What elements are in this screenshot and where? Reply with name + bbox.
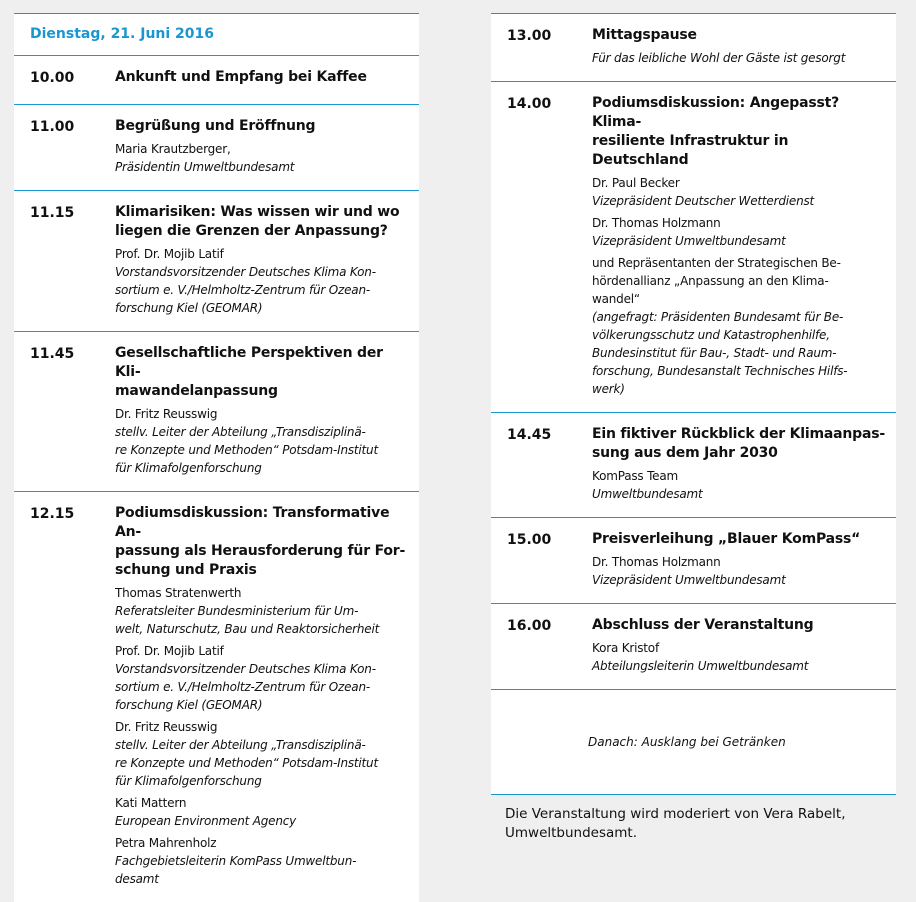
speaker-name: Dr. Thomas Holzmann [592,555,721,569]
session-title: Podiumsdiskussion: Transformative An- pa… [115,505,406,578]
closing-note: Danach: Ausklang bei Getränken [491,690,896,795]
speaker-name: Maria Krautzberger, [115,142,231,156]
speaker-name: Prof. Dr. Mojib Latif [115,247,224,261]
speaker-block: Thomas Stratenwerth Referatsleiter Bundes… [115,584,409,638]
speaker-block: Dr. Paul Becker Vizepräsident Deutscher W… [592,174,886,210]
session-title: Preisverleihung „Blauer KomPass“ [592,531,861,547]
schedule-row: 14.00 Podiumsdiskussion: Angepasst? Klima… [491,82,896,413]
speaker-block: Dr. Fritz Reusswig stellv. Leiter der Abt… [115,718,409,790]
speaker-block: Petra Mahrenholz Fachgebietsleiterin KomP… [115,834,409,888]
date-header: Dienstag, 21. Juni 2016 [14,14,419,56]
session-time: 11.00 [30,119,75,135]
schedule-row: 13.00 Mittagspause Für das leibliche Wohl … [491,14,896,82]
speaker-name: Petra Mahrenholz [115,836,217,850]
session-title: Mittagspause [592,27,697,43]
speaker-role: stellv. Leiter der Abteilung „Transdiszi… [115,738,378,788]
speaker-role: Fachgebietsleiterin KomPass Umweltbun- d… [115,854,357,886]
speaker-name: Dr. Thomas Holzmann [592,216,721,230]
schedule-row: 11.00 Begrüßung und Eröffnung Maria Krautz… [14,105,419,191]
speaker-role: (angefragt: Präsidenten Bundesamt für Be… [592,310,848,396]
speaker-role: Vizepräsident Deutscher Wetterdienst [592,194,815,208]
speaker-name: Dr. Fritz Reusswig [115,407,218,421]
speaker-block: Kora Kristof Abteilungsleiterin Umweltbun… [592,639,886,675]
schedule-row: 12.15 Podiumsdiskussion: Transformative A… [14,492,419,902]
session-body: Ein fiktiver Rückblick der Klimaanpas- s… [592,425,886,503]
session-time: 12.15 [30,506,75,522]
moderator-note: Die Veranstaltung wird moderiert von Ver… [505,806,846,841]
speaker-name: und Repräsentanten der Strategischen Be-… [592,256,841,306]
speaker-block: Maria Krautzberger, Präsidentin Umweltbun… [115,140,409,176]
session-title: Ein fiktiver Rückblick der Klimaanpas- s… [592,426,885,461]
speaker-block: Dr. Thomas Holzmann Vizepräsident Umweltb… [592,214,886,250]
speaker-name: Kora Kristof [592,641,659,655]
session-time: 11.15 [30,205,75,221]
session-body: Podiumsdiskussion: Transformative An- pa… [115,504,409,888]
speaker-name: Prof. Dr. Mojib Latif [115,644,224,658]
speaker-name: KomPass Team [592,469,678,483]
session-title: Abschluss der Veranstaltung [592,617,814,633]
session-body: Mittagspause Für das leibliche Wohl der G… [592,26,886,67]
session-time: 13.00 [507,28,552,44]
speaker-role: Vorstandsvorsitzender Deutsches Klima Ko… [115,662,376,712]
speaker-block: Prof. Dr. Mojib Latif Vorstandsvorsitzend… [115,245,409,317]
schedule-row: 16.00 Abschluss der Veranstaltung Kora Kri… [491,604,896,690]
session-time: 10.00 [30,70,75,86]
schedule-column-left: Dienstag, 21. Juni 2016 10.00 Ankunft und… [14,13,419,902]
session-title: Begrüßung und Eröffnung [115,118,316,134]
speaker-role: Umweltbundesamt [592,487,703,501]
session-title: Ankunft und Empfang bei Kaffee [115,69,367,85]
speaker-role: Referatsleiter Bundesministerium für Um-… [115,604,380,636]
speaker-name: Thomas Stratenwerth [115,586,242,600]
speaker-block: KomPass Team Umweltbundesamt [592,467,886,503]
session-body: Gesellschaftliche Perspektiven der Kli- … [115,344,409,477]
speaker-role: Vizepräsident Umweltbundesamt [592,234,786,248]
speaker-role: Präsidentin Umweltbundesamt [115,160,295,174]
session-title: Klimarisiken: Was wissen wir und wo lieg… [115,204,400,239]
session-body: Podiumsdiskussion: Angepasst? Klima- res… [592,94,886,398]
speaker-block: Prof. Dr. Mojib Latif Vorstandsvorsitzend… [115,642,409,714]
speaker-block: Dr. Fritz Reusswig stellv. Leiter der Abt… [115,405,409,477]
speaker-role: Abteilungsleiterin Umweltbundesamt [592,659,809,673]
session-title: Gesellschaftliche Perspektiven der Kli- … [115,345,383,399]
session-body: Klimarisiken: Was wissen wir und wo lieg… [115,203,409,317]
session-time: 11.45 [30,346,75,362]
session-body: Ankunft und Empfang bei Kaffee [115,68,409,87]
schedule-row: 11.15 Klimarisiken: Was wissen wir und wo… [14,191,419,332]
session-time: 14.45 [507,427,552,443]
speaker-role: European Environment Agency [115,814,297,828]
speaker-role: Vorstandsvorsitzender Deutsches Klima Ko… [115,265,376,315]
session-time: 15.00 [507,532,552,548]
session-body: Abschluss der Veranstaltung Kora Kristof A… [592,616,886,675]
schedule-row: 10.00 Ankunft und Empfang bei Kaffee [14,56,419,105]
speaker-block: und Repräsentanten der Strategischen Be-… [592,254,886,398]
session-title: Podiumsdiskussion: Angepasst? Klima- res… [592,95,840,168]
schedule-column-right: 13.00 Mittagspause Für das leibliche Wohl … [491,13,896,795]
speaker-block: Dr. Thomas Holzmann Vizepräsident Umweltb… [592,553,886,589]
speaker-block: Kati Mattern European Environment Agency [115,794,409,830]
speaker-role: stellv. Leiter der Abteilung „Transdiszi… [115,425,378,475]
speaker-name: Dr. Paul Becker [592,176,680,190]
session-body: Preisverleihung „Blauer KomPass“ Dr. Thom… [592,530,886,589]
session-time: 14.00 [507,96,552,112]
schedule-row: 15.00 Preisverleihung „Blauer KomPass“ Dr.… [491,518,896,604]
speaker-name: Kati Mattern [115,796,187,810]
speaker-name: Dr. Fritz Reusswig [115,720,218,734]
speaker-role: Für das leibliche Wohl der Gäste ist ges… [592,51,846,65]
schedule-row: 14.45 Ein fiktiver Rückblick der Klimaanp… [491,413,896,518]
speaker-block: Für das leibliche Wohl der Gäste ist ges… [592,49,886,67]
schedule-row: 11.45 Gesellschaftliche Perspektiven der … [14,332,419,492]
session-time: 16.00 [507,618,552,634]
session-body: Begrüßung und Eröffnung Maria Krautzberge… [115,117,409,176]
speaker-role: Vizepräsident Umweltbundesamt [592,573,786,587]
